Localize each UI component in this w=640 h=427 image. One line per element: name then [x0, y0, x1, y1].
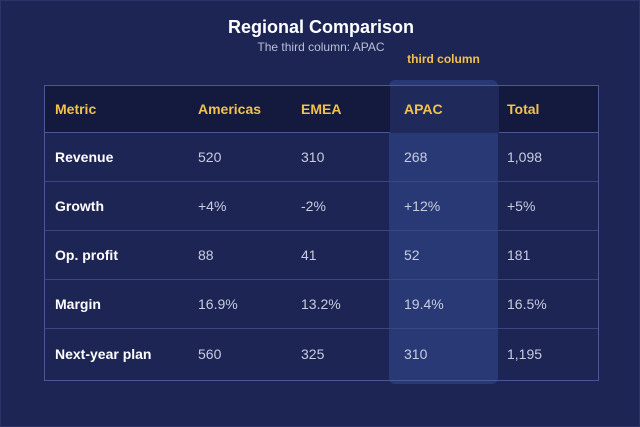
metric-label: Margin — [55, 296, 101, 312]
table-cell: 520 — [198, 149, 222, 165]
table-cell: +5% — [507, 198, 536, 214]
highlight-label: third column — [407, 52, 480, 66]
table-row: Growth +4% -2% +12% +5% — [45, 182, 598, 231]
table-row: Revenue 520 310 268 1,098 — [45, 133, 598, 182]
metric-label: Revenue — [55, 149, 114, 165]
header-highlight — [390, 86, 499, 133]
column-header: EMEA — [301, 101, 342, 117]
table-cell: 560 — [198, 345, 222, 362]
table-row: Margin 16.9% 13.2% 19.4% 16.5% — [45, 280, 598, 329]
table-cell: 310 — [404, 345, 428, 362]
table-cell: 310 — [301, 149, 325, 165]
table-cell: 268 — [404, 149, 428, 165]
metric-label: Next-year plan — [55, 345, 152, 362]
table-cell: 13.2% — [301, 296, 341, 312]
table-cell: 1,195 — [507, 345, 543, 362]
column-header: Americas — [198, 101, 262, 117]
table-cell: +12% — [404, 198, 441, 214]
table-cell: 88 — [198, 247, 214, 263]
table-cell: 52 — [404, 247, 420, 263]
table-cell: 16.5% — [507, 296, 547, 312]
table-cell: -2% — [301, 198, 326, 214]
table-cell: 325 — [301, 345, 325, 362]
metric-label: Op. profit — [55, 247, 118, 263]
table-cell: 181 — [507, 247, 531, 263]
comparison-table: Metric Americas EMEA APAC Total Revenue … — [44, 85, 599, 381]
page-subtitle: The third column: APAC — [257, 40, 385, 54]
table-cell: +4% — [198, 198, 227, 214]
table-row: Op. profit 88 41 52 181 — [45, 231, 598, 280]
column-header: Total — [507, 101, 540, 117]
table-row: Next-year plan 560 325 310 1,195 — [45, 329, 598, 378]
column-header: APAC — [404, 101, 443, 117]
table-cell: 41 — [301, 247, 317, 263]
table-cell: 16.9% — [198, 296, 238, 312]
metric-label: Growth — [55, 198, 104, 214]
table-cell: 19.4% — [404, 296, 444, 312]
table-cell: 1,098 — [507, 149, 543, 165]
table-header-row: Metric Americas EMEA APAC Total — [45, 86, 598, 133]
page-title: Regional Comparison — [227, 17, 415, 37]
column-header: Metric — [55, 101, 97, 117]
